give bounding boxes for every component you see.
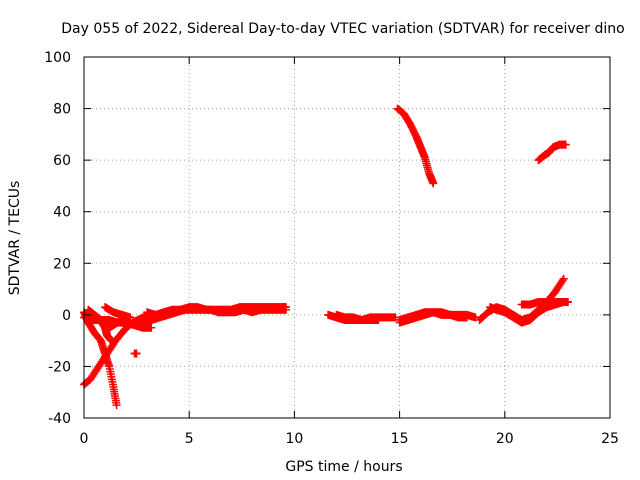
axis-ticks <box>83 56 611 419</box>
y-tick-label: 0 <box>62 308 71 324</box>
data-point <box>462 313 471 322</box>
y-tick-label: 100 <box>44 50 71 66</box>
y-tick-label: 20 <box>53 256 71 272</box>
data-point <box>112 401 121 410</box>
data-point <box>558 276 567 285</box>
x-tick-label: 0 <box>80 431 89 447</box>
data-point <box>563 297 572 306</box>
data-points <box>80 104 572 410</box>
data-point <box>281 303 290 312</box>
y-tick-label: 40 <box>53 205 71 221</box>
x-tick-label: 25 <box>601 431 619 447</box>
x-tick-label: 20 <box>496 431 514 447</box>
data-point <box>126 313 135 322</box>
x-axis-label: GPS time / hours <box>285 459 402 475</box>
data-point <box>391 313 400 322</box>
plot-frame <box>83 56 611 419</box>
data-point <box>374 316 383 325</box>
x-tick-label: 10 <box>285 431 303 447</box>
data-point <box>429 179 438 188</box>
y-tick-label: -40 <box>48 411 71 427</box>
y-tick-labels: -40 -20 0 20 40 60 80 100 <box>44 50 71 427</box>
data-point <box>561 140 570 149</box>
data-point <box>147 323 156 332</box>
data-point <box>107 336 116 345</box>
y-tick-label: 60 <box>53 153 71 169</box>
grid-lines <box>84 57 610 418</box>
x-tick-label: 5 <box>185 431 194 447</box>
data-point <box>559 274 568 283</box>
x-tick-labels: 0 5 10 15 20 25 <box>80 431 619 447</box>
data-point <box>132 349 141 358</box>
y-tick-label: -20 <box>48 359 71 375</box>
chart-title: Day 055 of 2022, Sidereal Day-to-day VTE… <box>61 21 624 37</box>
y-tick-label: 80 <box>53 102 71 118</box>
y-axis-label: SDTVAR / TECUs <box>7 181 23 296</box>
x-tick-label: 15 <box>391 431 409 447</box>
